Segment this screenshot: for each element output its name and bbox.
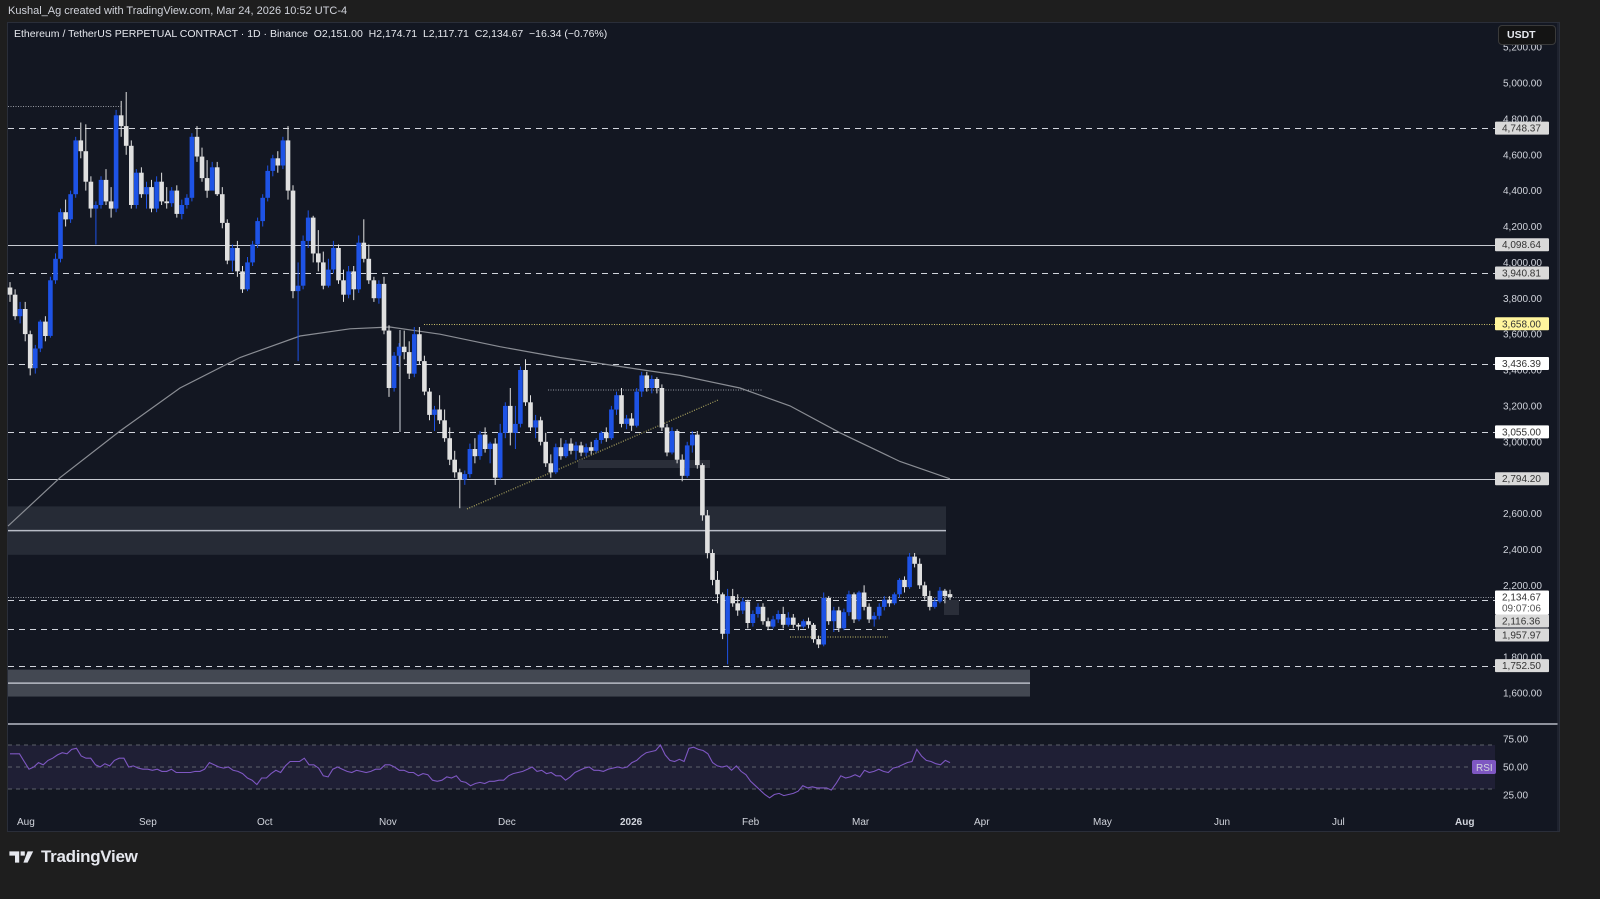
price-tick: 1,800.00: [1503, 653, 1542, 664]
moving-average-line: [7, 326, 951, 527]
price-tag-label: 1,957.97: [1502, 631, 1541, 642]
price-tick: 3,000.00: [1503, 437, 1542, 448]
price-tag: [1495, 425, 1549, 439]
price-tick: 5,000.00: [1503, 79, 1542, 90]
price-tick: 3,400.00: [1503, 366, 1542, 377]
rsi-line: [10, 744, 951, 799]
time-tick: Jun: [1214, 817, 1230, 828]
supply-demand-zones: [8, 506, 1030, 697]
price-tag: [1495, 121, 1549, 135]
symbol-name[interactable]: Ethereum / TetherUS PERPETUAL CONTRACT ·…: [14, 28, 308, 40]
time-tick: Mar: [852, 817, 870, 828]
rsi-tick: 75.00: [1503, 735, 1528, 746]
time-tick: Aug: [1455, 817, 1474, 828]
price-tick: 3,600.00: [1503, 330, 1542, 341]
time-tick: Sep: [139, 817, 157, 828]
time-tick: 2026: [620, 817, 643, 828]
rsi-tag: [1472, 760, 1496, 774]
price-tag-label: 3,055.00: [1502, 427, 1541, 438]
price-tick: 3,200.00: [1503, 401, 1542, 412]
price-tag-label: 1,752.50: [1502, 661, 1541, 672]
price-tag: [1495, 266, 1549, 280]
price-tag: [1495, 317, 1549, 331]
ohlc-close: C2,134.67: [474, 28, 524, 40]
price-tag: [1495, 628, 1549, 642]
current-zone: [944, 600, 959, 615]
price-tick: 1,600.00: [1503, 688, 1542, 699]
trendlines[interactable]: [466, 389, 959, 638]
ohlc-change: −16.34 (−0.76%): [529, 28, 608, 40]
price-tag-label: 3,658.00: [1502, 319, 1541, 330]
time-tick: Feb: [742, 817, 760, 828]
time-tick: Nov: [379, 817, 397, 828]
price-tag: [1495, 614, 1549, 628]
price-tag-label: 4,748.37: [1502, 124, 1541, 135]
price-tick: 5,200.00: [1503, 43, 1542, 54]
ohlc-low: L2,117.71: [422, 28, 469, 40]
price-tag-label: 3,436.39: [1502, 359, 1541, 370]
price-tag: [1495, 357, 1549, 371]
price-level-tags: 4,748.37 4,098.64 3,940.81 3,658.00 3,436.39…: [1495, 121, 1549, 673]
time-tick: Aug: [17, 817, 35, 828]
ascending-trendline[interactable]: [466, 399, 719, 510]
price-tick: 2,600.00: [1503, 509, 1542, 520]
price-tag-label: 4,098.64: [1502, 240, 1541, 251]
ohlc-high: H2,174.71: [368, 28, 418, 40]
brand-name: TradingView: [41, 847, 138, 866]
price-tick: 4,200.00: [1503, 222, 1542, 233]
price-tick: 4,600.00: [1503, 150, 1542, 161]
price-tag: [1495, 590, 1549, 615]
rsi-tick: 25.00: [1503, 791, 1528, 802]
tradingview-logo-icon: [9, 851, 34, 863]
chart-credit: Kushal_Ag created with TradingView.com, …: [8, 5, 348, 17]
rsi-pane[interactable]: 75.00 50.00 25.00 RSI: [8, 735, 1528, 802]
price-tick: 4,800.00: [1503, 114, 1542, 125]
time-tick: Apr: [974, 817, 990, 828]
tradingview-brand[interactable]: TradingView: [9, 847, 138, 867]
candlestick-series: [7, 92, 953, 665]
countdown-label: 09:07:06: [1502, 604, 1541, 615]
horizontal-levels[interactable]: [8, 106, 1495, 667]
ohlc-open: O2,151.00: [313, 28, 363, 40]
price-tag: [1495, 238, 1549, 252]
chart-frame[interactable]: [7, 22, 1560, 832]
price-tag: [1495, 472, 1549, 486]
price-tick: 3,800.00: [1503, 294, 1542, 305]
price-tag-label: 3,940.81: [1502, 269, 1541, 280]
rsi-tag-label: RSI: [1476, 763, 1493, 774]
price-tag-label: 2,134.67: [1502, 593, 1541, 604]
time-tick: Jul: [1332, 817, 1345, 828]
time-tick: May: [1093, 817, 1112, 828]
rsi-tick: 50.00: [1503, 763, 1528, 774]
time-tick: Dec: [498, 817, 516, 828]
price-tick: 2,400.00: [1503, 545, 1542, 556]
price-tick: 4,000.00: [1503, 258, 1542, 269]
price-tag: [1495, 659, 1549, 673]
price-tick: 4,400.00: [1503, 186, 1542, 197]
currency-button[interactable]: USDT: [1498, 25, 1556, 45]
price-tag-label: 2,794.20: [1502, 474, 1541, 485]
symbol-legend: Ethereum / TetherUS PERPETUAL CONTRACT ·…: [14, 28, 607, 40]
price-tag-label: 2,116.36: [1502, 617, 1541, 628]
time-axis[interactable]: Aug Sep Oct Nov Dec 2026 Feb Mar Apr May Jun Jul Aug: [17, 817, 1474, 828]
small-zone[interactable]: [578, 460, 710, 468]
price-tick: 2,200.00: [1503, 581, 1542, 592]
time-tick: Oct: [257, 817, 273, 828]
